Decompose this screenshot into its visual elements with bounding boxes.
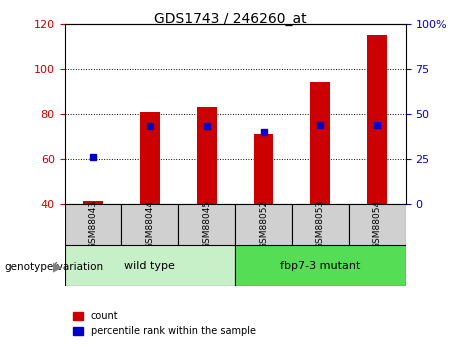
- Text: fbp7-3 mutant: fbp7-3 mutant: [280, 261, 361, 270]
- FancyBboxPatch shape: [235, 204, 292, 245]
- Bar: [367, 36, 387, 204]
- Text: GSM88045: GSM88045: [202, 200, 211, 249]
- Text: GSM88054: GSM88054: [373, 200, 382, 249]
- Legend: count, percentile rank within the sample: count, percentile rank within the sample: [70, 307, 260, 340]
- Bar: [140, 112, 160, 204]
- FancyBboxPatch shape: [292, 204, 349, 245]
- FancyBboxPatch shape: [121, 204, 178, 245]
- Bar: [254, 134, 273, 204]
- Bar: [310, 82, 331, 204]
- Text: GDS1743 / 246260_at: GDS1743 / 246260_at: [154, 12, 307, 26]
- Text: genotype/variation: genotype/variation: [5, 263, 104, 272]
- FancyBboxPatch shape: [65, 245, 235, 286]
- Text: ▶: ▶: [53, 261, 62, 274]
- FancyBboxPatch shape: [65, 204, 121, 245]
- Text: wild type: wild type: [124, 261, 175, 270]
- FancyBboxPatch shape: [235, 245, 406, 286]
- Bar: [197, 107, 217, 204]
- Text: GSM88044: GSM88044: [145, 200, 154, 249]
- Bar: [83, 201, 103, 204]
- FancyBboxPatch shape: [178, 204, 235, 245]
- FancyBboxPatch shape: [349, 204, 406, 245]
- Text: GSM88052: GSM88052: [259, 200, 268, 249]
- Text: GSM88053: GSM88053: [316, 200, 325, 249]
- Text: GSM88043: GSM88043: [89, 200, 97, 249]
